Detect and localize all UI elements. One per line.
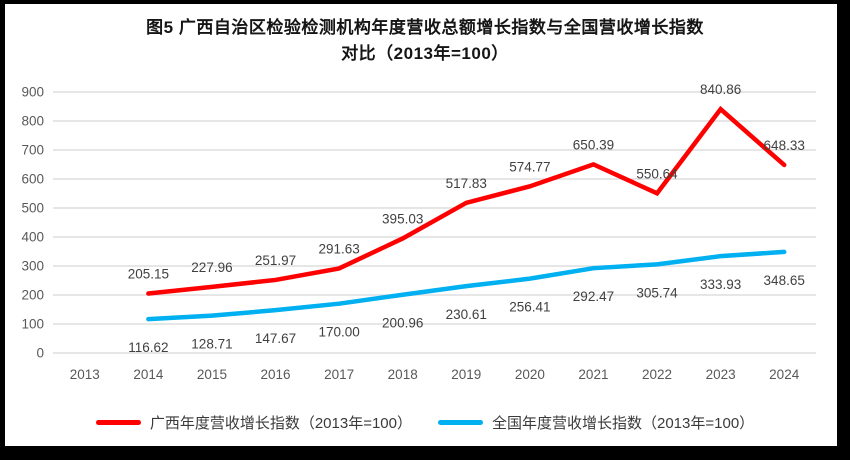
y-tick-label-300: 300 [21,259,44,274]
data-label-guangxi-index-2019: 517.83 [446,176,487,191]
data-label-national-index-2015: 128.71 [191,337,232,352]
data-label-national-index-2023: 333.93 [700,277,741,292]
data-label-guangxi-index-2014: 205.15 [128,267,169,282]
x-tick-label-2016: 2016 [261,367,291,382]
x-tick-label-2020: 2020 [515,367,545,382]
x-tick-label-2021: 2021 [578,367,608,382]
data-label-guangxi-index-2017: 291.63 [318,241,359,256]
data-label-national-index-2020: 256.41 [509,300,550,315]
data-label-national-index-2019: 230.61 [446,307,487,322]
x-tick-label-2019: 2019 [451,367,481,382]
legend-item-national-index: 全国年度营收增长指数（2013年=100） [438,412,754,433]
data-label-national-index-2021: 292.47 [573,289,614,304]
x-tick-label-2013: 2013 [70,367,100,382]
legend-swatch-guangxi-index [95,419,141,425]
y-tick-label-0: 0 [36,346,44,361]
legend-label-guangxi-index: 广西年度营收增长指数（2013年=100） [149,414,412,432]
data-label-national-index-2014: 116.62 [128,340,168,355]
y-tick-label-400: 400 [21,230,44,245]
x-tick-label-2015: 2015 [197,367,227,382]
legend-label-national-index: 全国年度营收增长指数（2013年=100） [492,414,755,432]
data-label-guangxi-index-2020: 574.77 [509,159,550,174]
data-label-national-index-2024: 348.65 [764,273,805,288]
data-label-guangxi-index-2016: 251.97 [255,253,296,268]
y-tick-label-600: 600 [21,172,44,187]
data-label-guangxi-index-2024: 648.33 [764,138,805,153]
data-label-guangxi-index-2015: 227.96 [191,260,232,275]
data-label-national-index-2016: 147.67 [255,331,296,346]
chart-title: 图5 广西自治区检验检测机构年度营收总额增长指数与全国营收增长指数对比（2013… [146,18,704,63]
y-tick-label-900: 900 [21,85,44,100]
x-tick-label-2024: 2024 [769,367,800,382]
legend-swatch-national-index [438,419,483,425]
series-line-guangxi-index [146,105,787,296]
y-tick-label-800: 800 [21,114,44,129]
series-line-national-index [146,249,787,322]
y-tick-label-700: 700 [21,143,44,158]
data-label-guangxi-index-2021: 650.39 [573,137,614,152]
x-tick-label-2022: 2022 [642,367,672,382]
data-label-guangxi-index-2018: 395.03 [382,211,423,226]
y-tick-label-500: 500 [21,201,44,216]
x-tick-label-2018: 2018 [388,367,418,382]
data-label-national-index-2022: 305.74 [636,285,678,300]
data-label-national-index-2017: 170.00 [318,325,359,340]
data-label-guangxi-index-2022: 550.64 [636,166,678,181]
x-tick-label-2017: 2017 [324,367,354,382]
y-tick-label-200: 200 [21,288,44,303]
x-tick-label-2014: 2014 [133,367,164,382]
chart-legend: 广西年度营收增长指数（2013年=100） 全国年度营收增长指数（2013年=1… [0,409,850,435]
data-label-guangxi-index-2023: 840.86 [700,82,741,97]
x-tick-label-2023: 2023 [706,367,736,382]
data-label-national-index-2018: 200.96 [382,316,423,331]
y-tick-label-100: 100 [21,317,44,332]
legend-item-guangxi-index: 广西年度营收增长指数（2013年=100） [95,412,412,433]
